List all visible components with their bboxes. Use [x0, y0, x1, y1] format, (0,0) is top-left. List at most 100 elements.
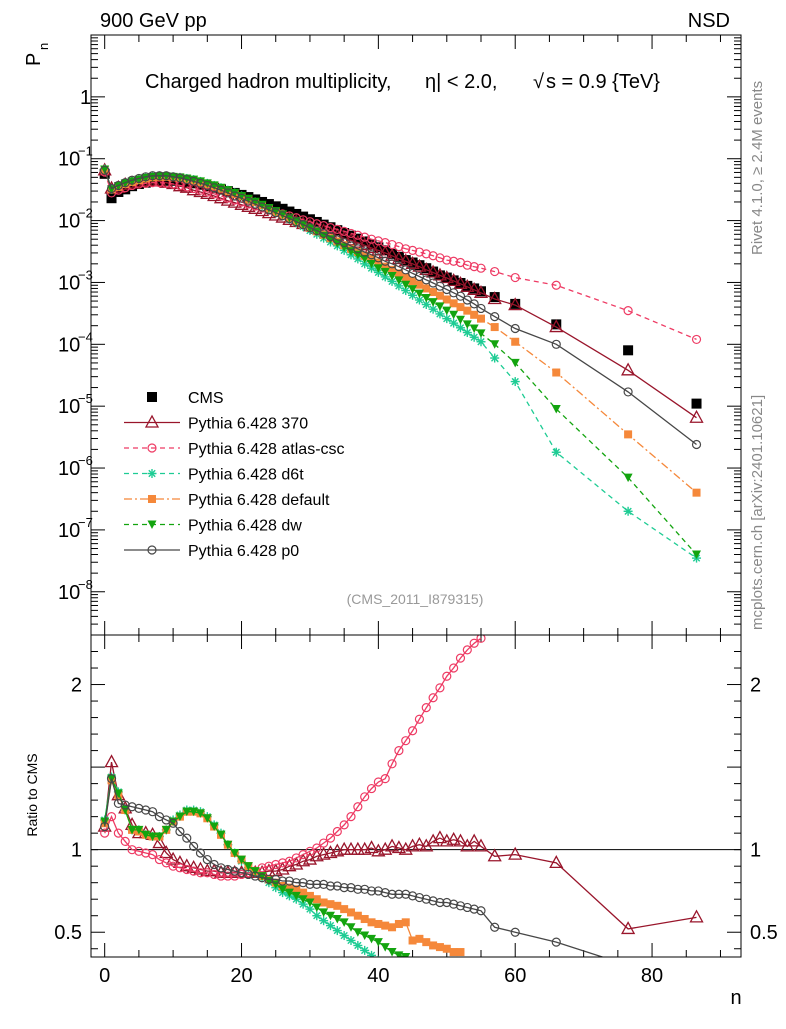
- ratio-point-dw: [209, 822, 219, 832]
- ratio-point-p0: [195, 848, 206, 858]
- ratio-point-p0: [141, 805, 151, 815]
- ratio-point-p0: [284, 876, 295, 886]
- ratio-series-atlas: [100, 635, 486, 881]
- data-point-dw: [230, 188, 240, 198]
- ratio-point-dw: [148, 832, 158, 841]
- ratio-point-d6t: [339, 931, 349, 941]
- ratio-point-p0: [421, 894, 431, 904]
- data-point-default: [470, 310, 479, 319]
- ratio-series: [97, 635, 704, 957]
- data-point-default: [401, 273, 410, 282]
- data-point-cms: [277, 203, 288, 214]
- ratio-point-p0: [428, 896, 438, 906]
- y-tick-exponent: −5: [78, 391, 93, 406]
- ratio-point-atlas: [380, 774, 390, 784]
- data-point-cms: [462, 280, 473, 291]
- data-point-p370: [446, 273, 461, 287]
- data-point-p0: [476, 303, 486, 314]
- data-point-p370: [405, 255, 420, 269]
- ratio-point-dw: [298, 895, 308, 904]
- ratio-point-p0: [271, 874, 281, 884]
- ratio-point-p370: [621, 921, 636, 935]
- ratio-point-atlas: [134, 846, 144, 856]
- ratio-point-dw: [195, 809, 205, 818]
- ratio-point-dw: [312, 903, 322, 912]
- data-point-atlas: [387, 239, 397, 250]
- data-point-p0: [189, 176, 199, 186]
- ratio-point-p0: [182, 833, 192, 843]
- ratio-point-atlas: [319, 838, 329, 848]
- legend-marker-p370: [144, 414, 160, 428]
- ratio-y-tick-label-left: 2: [71, 675, 82, 697]
- ratio-point-p0: [510, 927, 520, 937]
- data-point-cms: [400, 255, 411, 266]
- data-point-default: [381, 262, 390, 271]
- ratio-point-p370: [384, 838, 400, 852]
- ratio-point-p0: [339, 883, 349, 893]
- data-point-dw: [367, 259, 377, 269]
- ratio-point-p370: [343, 841, 359, 855]
- data-point-dw: [692, 550, 702, 560]
- legend-label: Pythia 6.428 dw: [188, 518, 302, 535]
- legend-entry-default: Pythia 6.428 default: [124, 492, 330, 509]
- ratio-point-default: [415, 934, 424, 943]
- data-point-cms: [393, 251, 404, 262]
- data-point-p370: [439, 270, 454, 284]
- ratio-point-dw: [134, 825, 144, 835]
- ratio-point-dw: [380, 943, 390, 952]
- data-point-cms: [387, 248, 398, 259]
- data-point-atlas: [510, 272, 520, 283]
- data-point-default: [435, 291, 444, 300]
- data-point-atlas: [195, 185, 206, 195]
- data-point-dw: [469, 324, 479, 334]
- title-part-a: Charged hadron multiplicity,: [145, 71, 391, 93]
- ylabel-main: P: [23, 53, 45, 66]
- data-point-cms: [346, 230, 356, 241]
- ratio-point-default: [388, 923, 397, 932]
- x-tick-label: 40: [367, 965, 389, 987]
- data-point-dw: [455, 315, 465, 325]
- ratio-point-p370: [391, 840, 406, 854]
- ratio-point-atlas: [277, 858, 288, 868]
- data-point-p370: [473, 284, 489, 298]
- data-point-dw: [243, 194, 253, 204]
- ratio-point-default: [312, 895, 321, 904]
- data-point-default: [408, 277, 417, 286]
- ratio-point-p0: [257, 873, 267, 883]
- ratio-point-p0: [435, 897, 445, 908]
- series-p0: [100, 165, 702, 450]
- ratio-line-p370: [104, 761, 697, 930]
- ratio-point-dw: [305, 898, 315, 908]
- data-point-atlas: [189, 183, 199, 194]
- data-point-cms: [691, 398, 702, 409]
- data-point-d6t: [435, 309, 445, 319]
- ratio-point-p0: [236, 868, 247, 878]
- legend-marker-d6t: [147, 469, 157, 478]
- data-point-p370: [391, 251, 406, 265]
- ratio-point-dw: [332, 915, 342, 924]
- ratio-point-p370: [186, 859, 201, 873]
- ratio-point-dw: [387, 948, 397, 957]
- y-tick-exponent: −3: [78, 267, 93, 282]
- ratio-point-p0: [551, 937, 561, 947]
- ratio-point-p0: [332, 881, 342, 891]
- ratio-point-dw: [353, 928, 363, 937]
- ratio-point-d6t: [367, 950, 377, 957]
- data-point-dw: [462, 320, 472, 329]
- data-point-d6t: [476, 337, 486, 347]
- top-axes: 110−110−210−310−410−510−610−710−8: [58, 35, 741, 636]
- data-point-cms: [380, 245, 391, 256]
- data-point-p0: [691, 439, 702, 450]
- ratio-point-atlas: [442, 671, 452, 681]
- ratio-point-atlas: [312, 843, 322, 853]
- header-nsd: NSD: [688, 10, 730, 32]
- legend-label: Pythia 6.428 p0: [188, 543, 299, 560]
- data-point-p0: [195, 178, 206, 188]
- legend-entry-p0: Pythia 6.428 p0: [124, 543, 299, 560]
- data-point-p370: [621, 362, 636, 376]
- mcplots-label: mcplots.cern.ch [arXiv:2401.10621]: [749, 395, 766, 630]
- ratio-series-p0: [100, 774, 605, 957]
- ratio-point-dw: [216, 830, 226, 840]
- legend-entry-cms: CMS: [147, 390, 224, 407]
